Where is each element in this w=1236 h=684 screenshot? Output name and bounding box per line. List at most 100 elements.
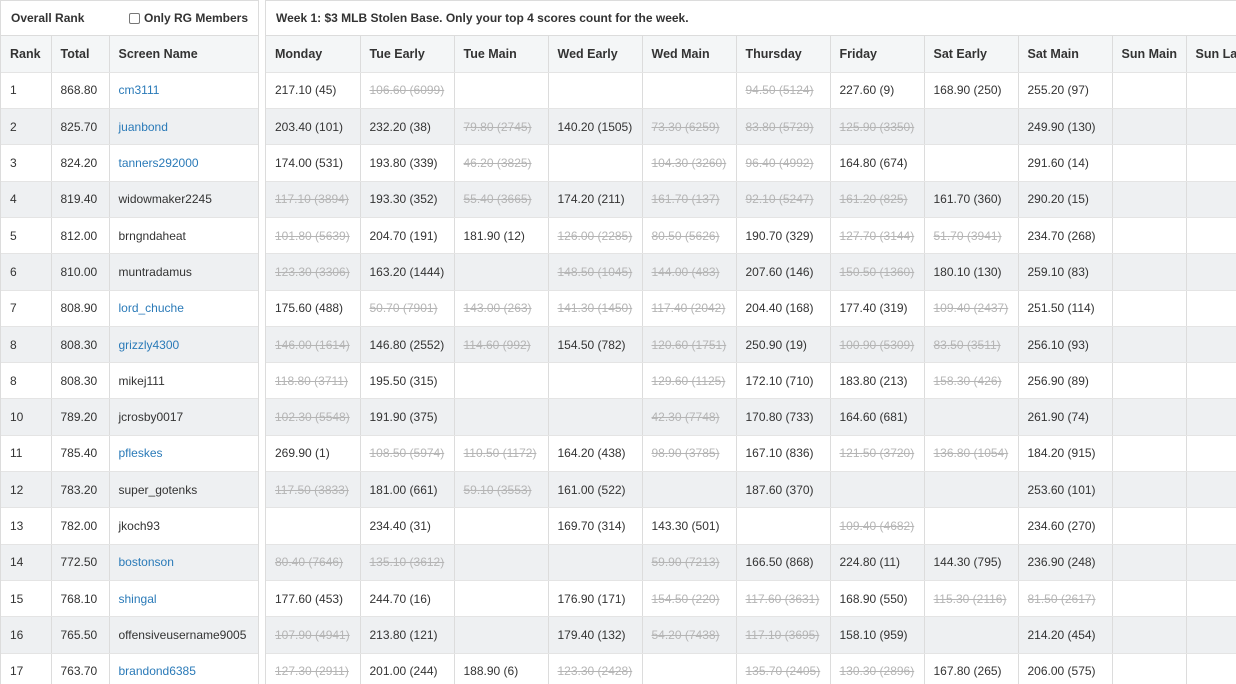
dropped-score-cell: 143.00 (263) — [454, 290, 549, 327]
day-column-header[interactable]: Sun Main — [1112, 36, 1187, 73]
rank-row: 1 868.80 cm3111 — [1, 72, 258, 110]
score-cell — [1112, 326, 1187, 364]
score-cell — [1186, 435, 1236, 473]
screen-name-link[interactable]: brandond6385 — [109, 653, 258, 684]
dropped-score-cell: 127.30 (2911) — [266, 653, 361, 684]
day-column-header[interactable]: Sun La — [1186, 36, 1236, 73]
screen-name-link[interactable]: pfleskes — [109, 435, 258, 473]
score-cell: 201.00 (244) — [360, 653, 455, 684]
score-cell — [454, 72, 549, 110]
day-column-header[interactable]: Tue Main — [454, 36, 549, 73]
rank-row: 15 768.10 shingal — [1, 580, 258, 618]
day-column-header[interactable]: Monday — [266, 36, 361, 73]
day-column-header[interactable]: Wed Main — [642, 36, 737, 73]
rank-cell: 6 — [1, 253, 52, 291]
rg-members-checkbox[interactable] — [129, 12, 140, 24]
rank-cell: 2 — [1, 108, 52, 146]
score-cell: 181.90 (12) — [454, 217, 549, 255]
total-cell: 768.10 — [51, 580, 110, 618]
rg-members-filter[interactable]: Only RG Members — [129, 11, 248, 25]
score-cell: 175.60 (488) — [266, 290, 361, 327]
score-cell: 183.80 (213) — [830, 362, 925, 400]
screen-name-link[interactable]: juanbond — [109, 108, 258, 146]
week-title: Week 1: $3 MLB Stolen Base. Only your to… — [276, 11, 689, 25]
day-column-header[interactable]: Tue Early — [360, 36, 455, 73]
dropped-score-cell: 146.00 (1614) — [266, 326, 361, 364]
rank-column-header[interactable]: Rank — [1, 36, 52, 73]
rank-table-header-row: Rank Total Screen Name — [1, 36, 258, 73]
score-cell — [1186, 217, 1236, 255]
rank-cell: 14 — [1, 544, 52, 581]
dropped-score-cell: 110.50 (1172) — [454, 435, 549, 473]
screen-name-link[interactable]: shingal — [109, 580, 258, 618]
dropped-score-cell: 98.90 (3785) — [642, 435, 737, 473]
rank-row: 10 789.20 jcrosby0017 — [1, 398, 258, 436]
screen-name-cell: offensiveusername9005 — [109, 616, 258, 654]
score-cell: 174.20 (211) — [548, 181, 643, 218]
dropped-score-cell: 73.30 (6259) — [642, 108, 737, 146]
dropped-score-cell: 117.10 (3695) — [736, 616, 831, 654]
rank-cell: 3 — [1, 144, 52, 182]
score-cell: 290.20 (15) — [1018, 181, 1113, 218]
dropped-score-cell: 158.30 (426) — [924, 362, 1019, 400]
rank-row: 6 810.00 muntradamus — [1, 253, 258, 291]
score-cell: 244.70 (16) — [360, 580, 455, 618]
day-column-header[interactable]: Sat Early — [924, 36, 1019, 73]
rank-cell: 8 — [1, 362, 52, 400]
score-cell — [454, 544, 549, 581]
screen-name-link[interactable]: lord_chuche — [109, 290, 258, 327]
score-cell — [1112, 580, 1187, 618]
screen-name-link[interactable]: bostonson — [109, 544, 258, 581]
screen-name-link[interactable]: tanners292000 — [109, 144, 258, 182]
score-cell: 184.20 (915) — [1018, 435, 1113, 473]
score-cell — [1112, 471, 1187, 509]
day-column-header[interactable]: Sat Main — [1018, 36, 1113, 73]
dropped-score-cell: 46.20 (3825) — [454, 144, 549, 182]
rank-cell: 1 — [1, 72, 52, 110]
score-cell: 170.80 (733) — [736, 398, 831, 436]
score-cell: 146.80 (2552) — [360, 326, 455, 364]
score-cell: 144.30 (795) — [924, 544, 1019, 581]
score-cell — [924, 398, 1019, 436]
score-cell: 214.20 (454) — [1018, 616, 1113, 654]
dropped-score-cell: 144.00 (483) — [642, 253, 737, 291]
score-cell: 207.60 (146) — [736, 253, 831, 291]
score-cell — [548, 144, 643, 182]
score-cell: 190.70 (329) — [736, 217, 831, 255]
score-cell — [548, 544, 643, 581]
dropped-score-cell: 54.20 (7438) — [642, 616, 737, 654]
screen-name-link[interactable]: grizzly4300 — [109, 326, 258, 364]
score-row: 117.10 (3894) 193.30 (352) 55.40 (3665) 174… — [266, 181, 1236, 218]
screen-name-column-header[interactable]: Screen Name — [109, 36, 258, 73]
score-cell: 227.60 (9) — [830, 72, 925, 110]
day-column-header[interactable]: Thursday — [736, 36, 831, 73]
week-header: Week 1: $3 MLB Stolen Base. Only your to… — [266, 0, 1236, 36]
score-cell — [1186, 544, 1236, 581]
dropped-score-cell: 79.80 (2745) — [454, 108, 549, 146]
dropped-score-cell: 83.50 (3511) — [924, 326, 1019, 364]
rank-row: 13 782.00 jkoch93 — [1, 507, 258, 545]
rank-cell: 16 — [1, 616, 52, 654]
score-row: 175.60 (488) 50.70 (7901) 143.00 (263) 141.… — [266, 290, 1236, 327]
score-cell — [924, 144, 1019, 182]
dropped-score-cell: 129.60 (1125) — [642, 362, 737, 400]
score-cell — [1112, 253, 1187, 291]
screen-name-link[interactable]: cm3111 — [109, 72, 258, 110]
dropped-score-cell: 109.40 (4682) — [830, 507, 925, 545]
day-column-header[interactable]: Wed Early — [548, 36, 643, 73]
total-cell: 824.20 — [51, 144, 110, 182]
score-cell: 180.10 (130) — [924, 253, 1019, 291]
score-cell — [1186, 181, 1236, 218]
rank-row: 8 808.30 mikej111 — [1, 362, 258, 400]
total-column-header[interactable]: Total — [51, 36, 110, 73]
score-cell: 179.40 (132) — [548, 616, 643, 654]
dropped-score-cell: 59.90 (7213) — [642, 544, 737, 581]
dropped-score-cell: 109.40 (2437) — [924, 290, 1019, 327]
day-column-header[interactable]: Friday — [830, 36, 925, 73]
screen-name-cell: widowmaker2245 — [109, 181, 258, 218]
scores-table: Monday Tue Early Tue Main Wed Early Wed Main… — [266, 36, 1236, 684]
score-row: 177.60 (453) 244.70 (16) 176.90 (171) 154.5… — [266, 580, 1236, 618]
dropped-score-cell: 150.50 (1360) — [830, 253, 925, 291]
score-cell: 259.10 (83) — [1018, 253, 1113, 291]
dropped-score-cell: 101.80 (5639) — [266, 217, 361, 255]
